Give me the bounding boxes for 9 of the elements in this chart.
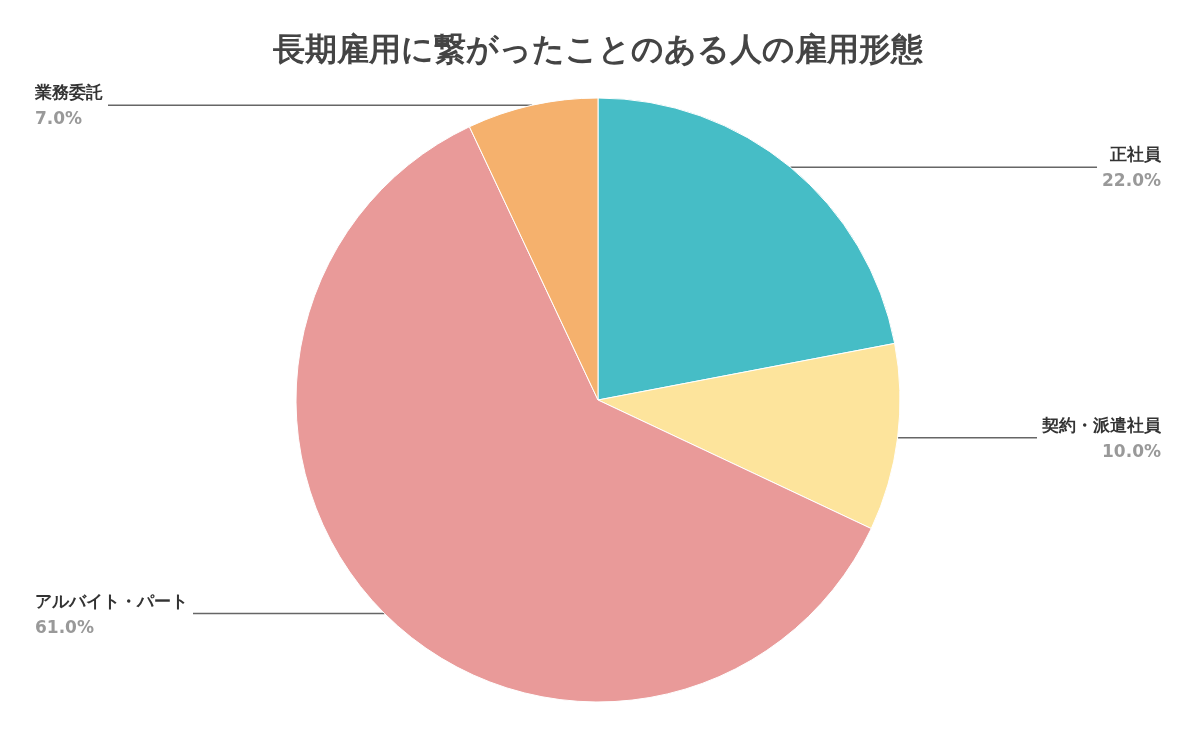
slice-label: 契約・派遣社員 — [1041, 414, 1162, 435]
data-label: 61.0% — [35, 616, 94, 637]
data-label: 7.0% — [35, 108, 83, 129]
data-label: 22.0% — [1102, 170, 1161, 191]
data-label: 10.0% — [1102, 440, 1161, 461]
chart-title: 長期雇用に繋がったことのある人の雇用形態 — [272, 30, 923, 68]
slice-label: アルバイト・パート — [35, 590, 188, 611]
slice-label: 業務委託 — [34, 82, 103, 103]
slice-label: 正社員 — [1109, 144, 1162, 165]
